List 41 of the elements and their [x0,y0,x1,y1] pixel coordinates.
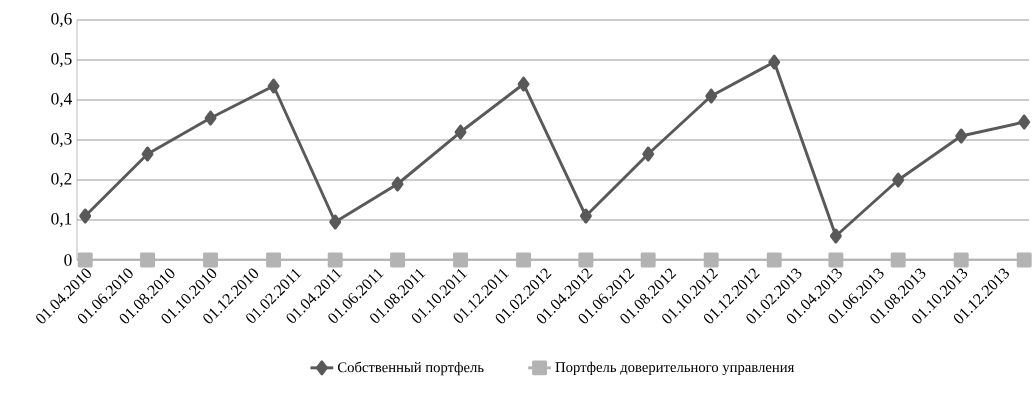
point [453,252,469,268]
y-tick-label: 0,2 [51,172,72,188]
point [703,252,719,268]
point [140,252,156,268]
y-tick-label: 0,6 [51,12,72,28]
point [768,54,781,70]
point [77,252,93,268]
point [1018,114,1031,130]
point [516,252,532,268]
point [642,146,655,162]
point [955,128,968,144]
point [141,146,154,162]
y-tick-label: 0,4 [51,92,73,108]
point [828,252,844,268]
point [79,208,92,224]
point [267,78,280,94]
point [640,252,656,268]
legend-label: Портфель доверительного управления [555,361,795,376]
legend-label: Собственный портфель [337,361,484,376]
point [266,252,282,268]
point [454,124,467,140]
point [892,172,905,188]
point [391,176,404,192]
point [390,252,406,268]
point [890,252,906,268]
point [766,252,782,268]
point [829,228,842,244]
point [953,252,969,268]
point [204,110,217,126]
point [517,76,530,92]
y-tick-label: 0,1 [51,212,72,228]
point [579,208,592,224]
y-tick-label: 0,3 [51,132,72,148]
point [1016,252,1032,268]
y-tick-label: 0 [64,254,72,266]
point [329,214,342,230]
point [705,88,718,104]
point [203,252,219,268]
point [578,252,594,268]
point [327,252,343,268]
y-tick-label: 0,5 [51,52,72,68]
